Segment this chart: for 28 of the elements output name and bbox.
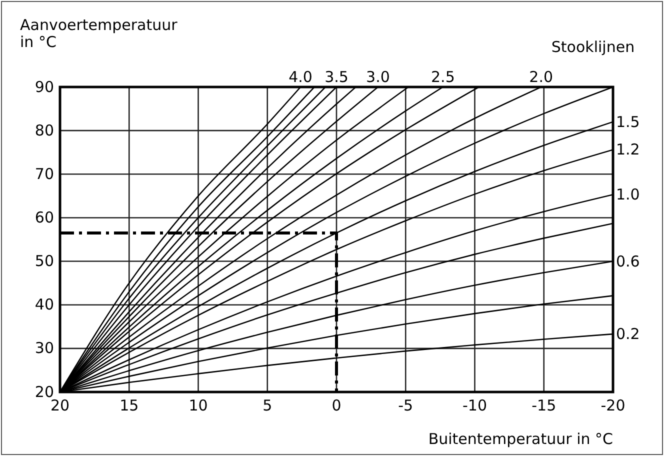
series-label: 2.5: [431, 68, 455, 86]
series-label: 3.0: [366, 68, 390, 86]
y-axis-title: Aanvoertemperatuur in °C: [20, 16, 178, 51]
series-label: 4.0: [288, 68, 312, 86]
series-label: 1.0: [616, 186, 640, 204]
y-tick-label: 60: [34, 208, 54, 227]
series-label: 2.0: [529, 68, 554, 86]
series-label: 0.2: [616, 325, 640, 344]
series-label: 1.5: [616, 112, 640, 131]
x-axis-title: Buitentemperatuur in °C: [428, 430, 613, 448]
y-tick-label: 30: [34, 339, 54, 358]
x-tick-label: -10: [462, 396, 487, 415]
y-tick-label: 90: [34, 78, 54, 96]
x-tick-label: -5: [398, 396, 414, 415]
y-tick-label: 70: [34, 164, 54, 183]
series-label: 3.5: [324, 68, 348, 86]
x-tick-label: 5: [262, 396, 272, 415]
legend-title: Stooklijnen: [551, 38, 635, 56]
x-tick-label: 0: [332, 396, 342, 415]
x-tick-label: 15: [120, 396, 139, 415]
x-tick-label: 10: [188, 396, 208, 415]
series-label: 0.6: [616, 252, 640, 270]
series-label: 1.2: [616, 140, 640, 159]
x-tick-label: -20: [600, 396, 626, 415]
x-tick-label: -15: [532, 396, 556, 415]
y-tick-label: 80: [34, 121, 54, 140]
y-tick-label: 50: [34, 252, 54, 270]
y-tick-label: 40: [34, 296, 54, 314]
